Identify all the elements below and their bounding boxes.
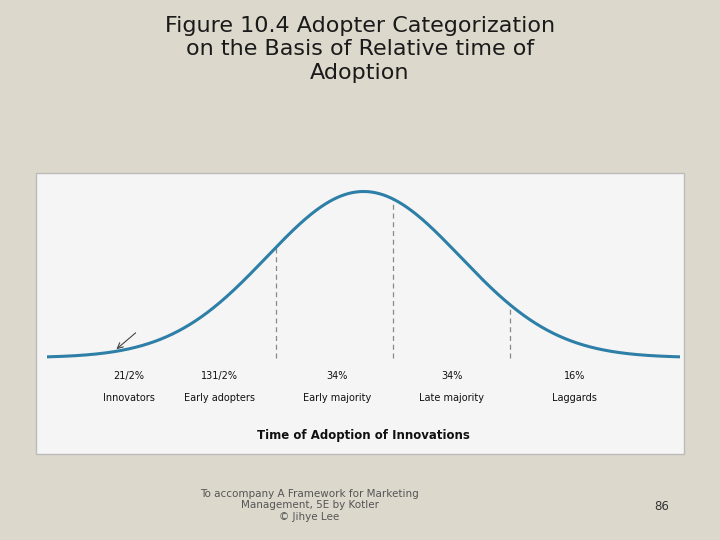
Text: 86: 86 (654, 500, 670, 512)
Text: 16%: 16% (564, 371, 585, 381)
Text: 34%: 34% (441, 371, 462, 381)
Text: Late majority: Late majority (419, 393, 484, 402)
Text: 34%: 34% (326, 371, 348, 381)
Text: Innovators: Innovators (103, 393, 155, 402)
Text: Laggards: Laggards (552, 393, 597, 402)
Text: 21/2%: 21/2% (114, 371, 145, 381)
Text: Figure 10.4 Adopter Categorization
on the Basis of Relative time of
Adoption: Figure 10.4 Adopter Categorization on th… (165, 16, 555, 83)
Text: Early majority: Early majority (303, 393, 372, 402)
Text: Time of Adoption of Innovations: Time of Adoption of Innovations (257, 429, 470, 442)
Text: 131/2%: 131/2% (202, 371, 238, 381)
Text: To accompany A Framework for Marketing
Management, 5E by Kotler
© Jihye Lee: To accompany A Framework for Marketing M… (200, 489, 419, 522)
Text: Early adopters: Early adopters (184, 393, 256, 402)
